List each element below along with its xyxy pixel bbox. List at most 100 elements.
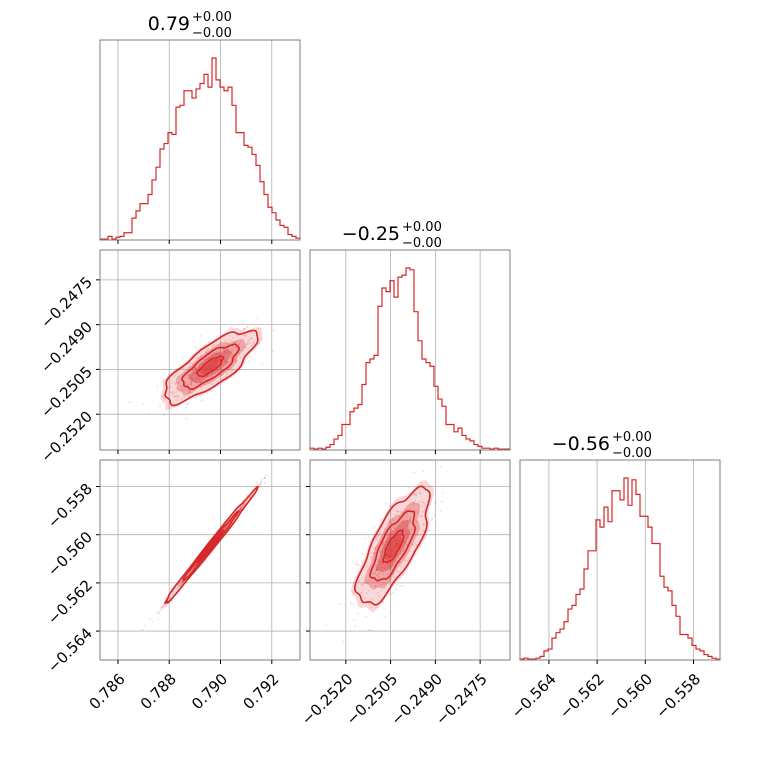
sample-point bbox=[371, 598, 374, 601]
sample-point bbox=[417, 510, 419, 512]
sample-point bbox=[420, 481, 422, 484]
sample-point bbox=[402, 550, 405, 553]
sample-point bbox=[228, 369, 230, 371]
sample-point bbox=[418, 545, 421, 547]
title-minus: −0.00 bbox=[402, 236, 442, 251]
sample-point bbox=[394, 546, 396, 549]
sample-point bbox=[414, 510, 417, 512]
sample-point bbox=[373, 552, 376, 555]
sample-point bbox=[428, 529, 431, 531]
sample-point bbox=[376, 569, 379, 571]
sample-point bbox=[243, 334, 245, 337]
sample-point bbox=[394, 528, 397, 530]
sample-point bbox=[241, 499, 244, 502]
sample-point bbox=[404, 524, 406, 527]
sample-point bbox=[388, 556, 390, 559]
sample-point bbox=[156, 385, 159, 388]
sample-point bbox=[160, 395, 163, 398]
sample-point bbox=[378, 571, 381, 574]
sample-point bbox=[242, 328, 244, 331]
sample-point bbox=[181, 388, 184, 390]
sample-point bbox=[406, 520, 409, 522]
sample-point bbox=[406, 512, 409, 515]
sample-point bbox=[385, 553, 388, 556]
sample-point bbox=[408, 549, 411, 552]
sample-point bbox=[387, 549, 389, 552]
sample-point bbox=[199, 352, 201, 355]
y-tick-label: −0.558 bbox=[44, 480, 96, 532]
sample-point bbox=[235, 339, 237, 342]
sample-point bbox=[263, 477, 266, 479]
sample-point bbox=[375, 584, 378, 587]
sample-point bbox=[383, 528, 386, 530]
sample-point bbox=[263, 476, 266, 479]
sample-point bbox=[382, 543, 384, 546]
sample-point bbox=[194, 372, 197, 375]
contour-line bbox=[181, 343, 240, 391]
sample-point bbox=[395, 540, 398, 543]
sample-point bbox=[172, 590, 175, 593]
title-plus: +0.00 bbox=[612, 430, 652, 445]
sample-point bbox=[396, 514, 399, 517]
sample-point bbox=[192, 372, 195, 375]
sample-point bbox=[239, 341, 242, 343]
sample-point bbox=[185, 389, 188, 391]
sample-point bbox=[215, 351, 217, 354]
sample-point bbox=[382, 573, 385, 576]
sample-point bbox=[377, 573, 379, 576]
sample-point bbox=[215, 358, 218, 361]
sample-point bbox=[192, 362, 195, 365]
sample-point bbox=[204, 383, 207, 386]
y-tick-label: −0.562 bbox=[44, 576, 96, 628]
sample-point bbox=[247, 338, 250, 341]
sample-point bbox=[190, 381, 193, 383]
title-value: −0.56 bbox=[552, 433, 610, 455]
sample-point bbox=[203, 373, 206, 375]
sample-point bbox=[375, 538, 378, 541]
hist-panel bbox=[99, 39, 301, 244]
scatter-panel bbox=[96, 459, 301, 664]
sample-point bbox=[396, 555, 399, 557]
sample-point bbox=[419, 514, 422, 517]
sample-point bbox=[406, 536, 409, 538]
sample-point bbox=[205, 369, 208, 372]
sample-point bbox=[161, 607, 163, 609]
sample-point bbox=[234, 341, 237, 344]
sample-point bbox=[393, 573, 395, 575]
sample-point bbox=[369, 629, 372, 632]
sample-point bbox=[193, 566, 195, 569]
sample-point bbox=[386, 554, 389, 557]
sample-point bbox=[237, 344, 240, 346]
sample-point bbox=[199, 381, 202, 384]
sample-point bbox=[211, 375, 213, 377]
sample-point bbox=[232, 353, 235, 356]
sample-point bbox=[376, 606, 379, 608]
sample-point bbox=[208, 341, 210, 343]
sample-point bbox=[176, 395, 178, 397]
sample-point bbox=[212, 364, 215, 367]
sample-point bbox=[228, 361, 230, 364]
sample-point bbox=[183, 395, 186, 398]
sample-point bbox=[372, 611, 375, 614]
histogram-step bbox=[309, 267, 511, 450]
sample-point bbox=[161, 380, 164, 383]
sample-point bbox=[229, 367, 231, 369]
sample-point bbox=[413, 493, 416, 496]
sample-point bbox=[411, 544, 414, 546]
hist-panel bbox=[309, 249, 511, 454]
sample-point bbox=[388, 579, 391, 582]
sample-point bbox=[229, 361, 232, 364]
sample-point bbox=[181, 397, 184, 400]
sample-point bbox=[361, 583, 363, 586]
sample-point bbox=[205, 559, 207, 562]
sample-point bbox=[393, 576, 395, 579]
sample-point bbox=[210, 389, 212, 392]
sample-point bbox=[194, 368, 197, 370]
sample-point bbox=[174, 383, 177, 386]
sample-point bbox=[207, 365, 209, 367]
sample-point bbox=[199, 355, 202, 358]
sample-point bbox=[372, 572, 374, 575]
sample-point bbox=[386, 552, 389, 555]
sample-point bbox=[214, 360, 216, 363]
sample-point bbox=[358, 563, 361, 566]
